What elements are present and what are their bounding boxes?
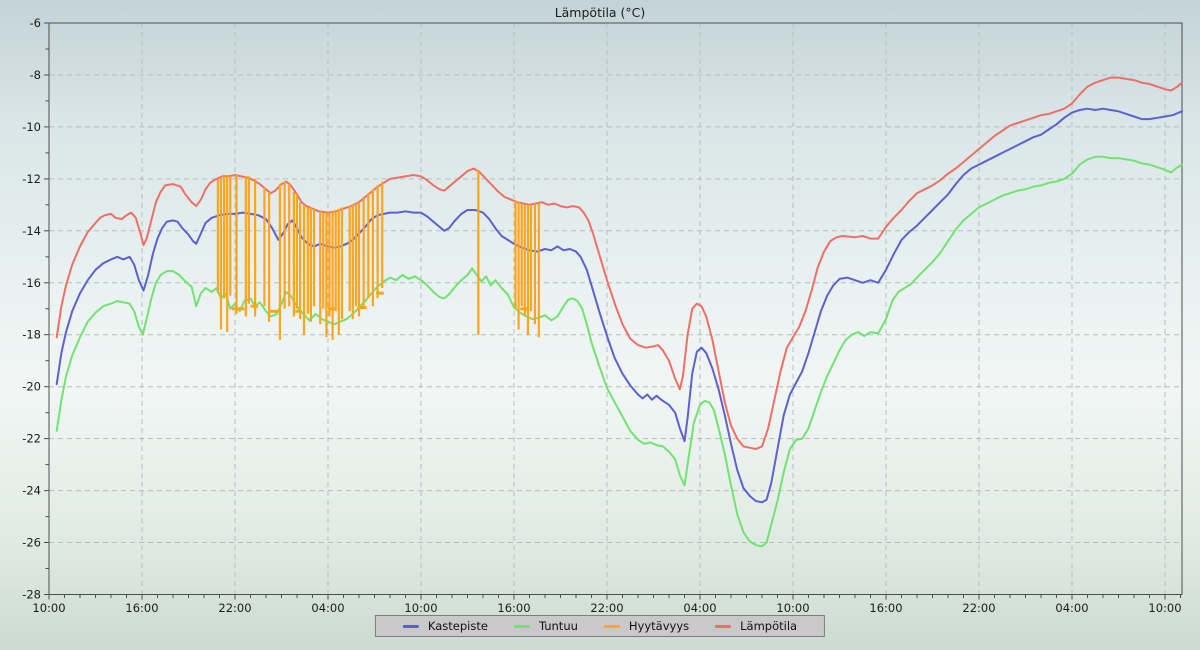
lampotila-line-swatch	[715, 624, 732, 628]
series-line-lämpötila	[55, 76, 1183, 450]
x-tick-label: 04:00	[683, 601, 716, 615]
legend-item-hyytavyys: Hyytävyys	[603, 619, 690, 633]
chart-title: Lämpötila (°C)	[554, 5, 646, 20]
y-tick-label: -20	[22, 380, 41, 394]
series-spikes-hyytavyys	[216, 169, 540, 340]
y-tick-label: -8	[30, 68, 41, 82]
gridlines	[49, 23, 1182, 595]
chart-legend: Kastepiste Tuntuu Hyytävyys Lämpötila	[374, 615, 826, 637]
series-line-kastepiste	[55, 107, 1183, 504]
y-tick-label: -12	[22, 172, 41, 186]
x-tick-label: 22:00	[218, 601, 251, 615]
kastepiste-line-swatch	[402, 624, 419, 628]
axis-tick-labels: 10:00 16:00 22:00 04:00 10:00 16:00 22:00 04:00…	[22, 16, 1181, 615]
x-tick-label: 16:00	[125, 601, 158, 615]
x-tick-label: 04:00	[1055, 601, 1088, 615]
x-tick-label: 10:00	[1148, 601, 1181, 615]
legend-item-kastepiste: Kastepiste	[402, 619, 488, 633]
y-tick-label: -14	[22, 224, 41, 238]
x-tick-label: 16:00	[869, 601, 902, 615]
y-tick-label: -10	[22, 120, 41, 134]
y-tick-label: -28	[22, 588, 41, 602]
y-tick-label: -22	[22, 432, 41, 446]
legend-label: Lämpötila	[740, 619, 798, 633]
x-tick-label: 22:00	[590, 601, 623, 615]
x-tick-label: 16:00	[497, 601, 530, 615]
y-tick-label: -18	[22, 328, 41, 342]
x-tick-label: 10:00	[32, 601, 65, 615]
legend-label: Kastepiste	[427, 619, 488, 633]
y-tick-label: -6	[30, 16, 41, 30]
y-tick-label: -26	[22, 536, 41, 550]
x-tick-label: 10:00	[404, 601, 437, 615]
plot-frame	[48, 22, 1183, 595]
legend-label: Tuntuu	[538, 619, 578, 633]
series-line-tuntuu	[55, 155, 1183, 548]
x-tick-label: 22:00	[962, 601, 995, 615]
axis-ticks	[44, 22, 1181, 600]
y-tick-label: -24	[22, 484, 41, 498]
x-tick-label: 04:00	[311, 601, 344, 615]
y-tick-label: -16	[22, 276, 41, 290]
x-tick-label: 10:00	[776, 601, 809, 615]
legend-item-tuntuu: Tuntuu	[513, 619, 578, 633]
tuntuu-line-swatch	[513, 624, 530, 628]
legend-item-lampotila: Lämpötila	[715, 619, 797, 633]
legend-label: Hyytävyys	[628, 619, 690, 633]
hyytavyys-line-swatch	[603, 624, 620, 628]
